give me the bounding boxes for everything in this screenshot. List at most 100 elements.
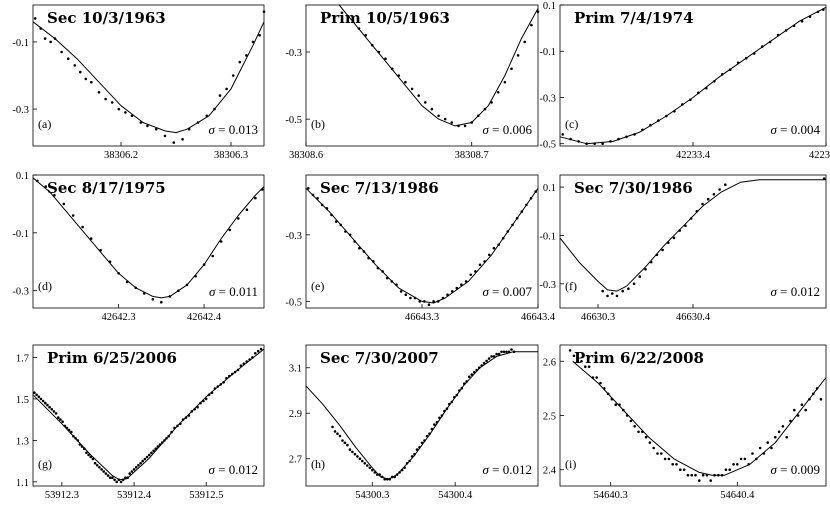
data-point <box>228 228 232 232</box>
data-point <box>341 439 344 442</box>
data-point <box>143 457 147 461</box>
data-point <box>348 448 352 451</box>
data-point <box>205 114 209 118</box>
data-point <box>815 387 819 390</box>
data-point <box>376 473 379 476</box>
data-point <box>66 57 70 60</box>
data-point <box>95 464 99 467</box>
data-point <box>70 430 73 434</box>
data-point <box>262 10 266 13</box>
y-tick-label: 2.5 <box>543 412 556 423</box>
data-point <box>358 457 362 461</box>
data-point <box>580 360 583 363</box>
data-point <box>358 246 361 250</box>
data-point <box>89 455 92 459</box>
data-point <box>172 141 176 144</box>
data-point <box>430 107 434 111</box>
y-tick-label: 2.6 <box>543 357 556 368</box>
data-point <box>147 453 151 457</box>
data-point <box>125 280 129 284</box>
data-point <box>119 480 123 484</box>
data-point <box>529 197 533 200</box>
panel-letter: (e) <box>311 279 324 293</box>
data-point <box>443 409 446 413</box>
data-point <box>705 86 708 90</box>
data-point <box>173 426 176 430</box>
data-point <box>196 121 200 124</box>
data-point <box>117 107 121 111</box>
x-tick-label: 46643.3 <box>405 312 439 323</box>
data-point <box>482 361 486 365</box>
data-point <box>33 17 37 20</box>
data-point <box>599 381 602 385</box>
data-point <box>487 357 491 360</box>
data-point <box>104 472 108 475</box>
data-point <box>440 414 444 417</box>
data-point <box>37 395 41 399</box>
data-point <box>638 275 642 278</box>
data-point <box>420 441 424 445</box>
data-point <box>585 142 588 145</box>
data-point <box>367 256 370 260</box>
data-point <box>338 434 342 438</box>
data-point <box>611 292 614 295</box>
data-point <box>193 408 196 411</box>
data-point <box>385 276 389 280</box>
data-point <box>79 70 82 74</box>
data-point <box>41 399 45 403</box>
data-point <box>225 376 228 380</box>
x-tick-label: 46643.4 <box>521 312 556 323</box>
data-point <box>74 437 77 440</box>
data-point <box>44 185 48 188</box>
data-point <box>163 134 167 138</box>
y-tick-label: -0.3 <box>539 280 556 291</box>
data-point <box>446 293 449 297</box>
data-point <box>644 435 648 439</box>
data-point <box>495 352 498 356</box>
y-tick-label: -0.1 <box>539 231 556 242</box>
data-point <box>97 91 101 94</box>
data-point <box>126 476 129 480</box>
data-point <box>160 300 163 304</box>
data-point <box>331 425 334 429</box>
panel-c: 42233.4 42233.5 0.1 -0.1 -0.3 -0.5 Prim 7/4/19… <box>539 1 830 161</box>
data-point <box>251 356 254 359</box>
data-point <box>655 253 659 257</box>
data-point <box>363 462 367 465</box>
x-tick-label: 38306.3 <box>214 150 248 161</box>
panel-frame <box>32 174 265 309</box>
data-point <box>520 210 524 213</box>
data-point <box>617 137 620 141</box>
data-point <box>130 470 134 473</box>
data-point <box>503 80 507 84</box>
data-point <box>93 461 97 465</box>
data-point <box>76 439 80 442</box>
data-point <box>84 77 88 81</box>
data-point <box>472 371 476 374</box>
data-point <box>388 477 392 481</box>
data-point <box>433 423 436 426</box>
panel-d: 42642.3 42642.4 0.1 -0.1 -0.3 Sec 8/17/1975 (d… <box>12 171 265 323</box>
data-point <box>154 447 157 451</box>
data-point <box>63 424 67 428</box>
data-point <box>663 457 667 461</box>
data-point <box>467 375 471 379</box>
data-point <box>210 391 214 395</box>
panel-letter: (a) <box>38 117 51 131</box>
data-point <box>777 430 781 434</box>
data-point <box>595 376 598 379</box>
data-point <box>490 355 493 358</box>
model-curve <box>32 348 265 481</box>
sigma-symbol: σ <box>208 462 215 477</box>
y-tick-label: 0.1 <box>16 171 29 182</box>
panel-letter: (h) <box>311 457 325 471</box>
data-point <box>87 453 90 457</box>
data-point <box>796 414 800 417</box>
data-point <box>469 273 473 277</box>
data-point <box>176 424 179 428</box>
data-point <box>137 464 140 467</box>
x-tick-label: 38306.2 <box>104 150 138 161</box>
y-tick-label: -0.5 <box>285 115 302 126</box>
data-point <box>475 368 479 372</box>
data-point <box>781 425 785 428</box>
